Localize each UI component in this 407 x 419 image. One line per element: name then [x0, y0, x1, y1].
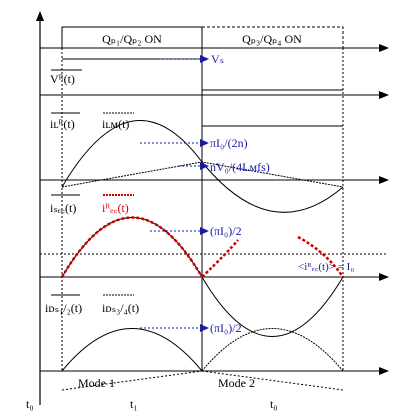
irec-average-annotation: <iᴿₑ꜀(t)> = I₀: [298, 261, 354, 273]
ilm-slope-annotation: nV₀/(4Lᴍfs): [210, 160, 270, 174]
ids34-label: iᴅₛ₃/₄(t): [102, 301, 139, 315]
phase2-box: [202, 26, 344, 48]
mode1-label: Mode 1: [78, 376, 115, 390]
mode1-bracket: [61, 370, 203, 391]
vr-annotation: Vₛ: [211, 52, 224, 66]
t1-label: t₁: [130, 397, 138, 411]
ids-peak-annotation: (πI₀)/2: [210, 321, 242, 335]
ids34-curve: [201, 328, 344, 372]
ids12-curve: [61, 328, 203, 372]
isec-peak-annotation: (πI₀)/2: [210, 224, 242, 238]
phase2-label: Qₚ₃/Qₚ₄ ON: [242, 32, 302, 46]
t0-right-label: t₀: [270, 397, 278, 411]
ids12-label: iᴅₛ₁/₂(t): [45, 301, 82, 315]
isec-label: iₛₑ꜀(t): [50, 201, 76, 215]
ilr-peak-annotation: πI₀/(2n): [210, 136, 248, 150]
ilm-label: iʟᴍ(t): [102, 117, 129, 131]
irec-curve-mode2-tail: [297, 235, 345, 278]
vr-label: Vᴿ(t): [50, 72, 75, 86]
mode2-label: Mode 2: [218, 376, 255, 390]
irec-curve-mode1: [60, 216, 204, 278]
ilr-label: iʟᴿ(t): [50, 117, 75, 131]
irec-curve-mode2: [201, 239, 239, 278]
phase1-label: Qₚ₁/Qₚ₂ ON: [102, 32, 162, 46]
irec-label: iᴿₑ꜀(t): [102, 201, 129, 215]
t0-left-label: t₀: [26, 397, 34, 411]
